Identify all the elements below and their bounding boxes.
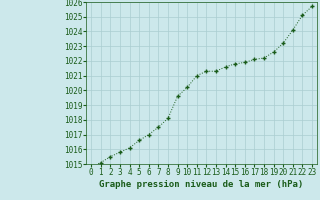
X-axis label: Graphe pression niveau de la mer (hPa): Graphe pression niveau de la mer (hPa) [100, 180, 304, 189]
